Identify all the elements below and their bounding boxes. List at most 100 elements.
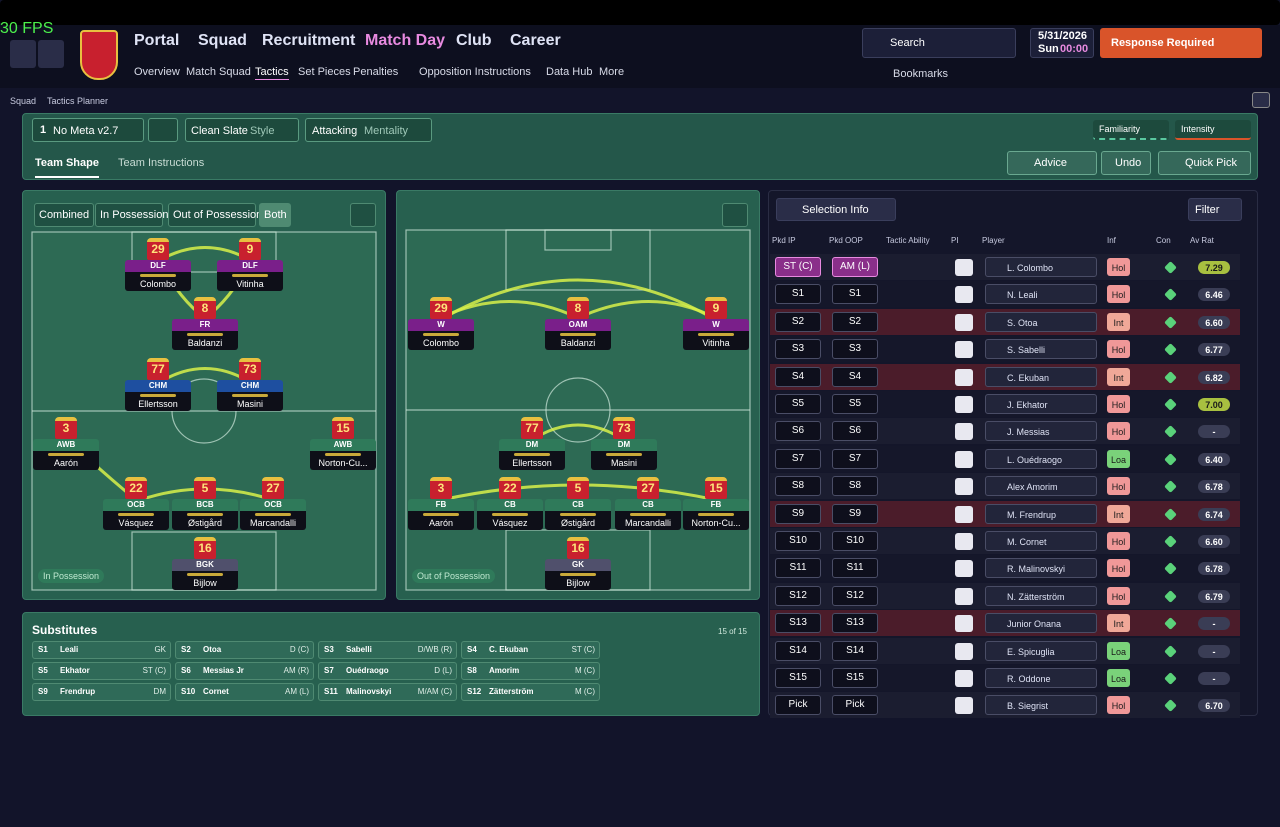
player-name[interactable]: Ellertsson bbox=[512, 458, 552, 468]
search-button[interactable]: Search bbox=[890, 37, 925, 49]
player-name[interactable]: Ellertsson bbox=[138, 399, 178, 409]
pi-button[interactable] bbox=[955, 697, 973, 715]
player-name[interactable]: Vásquez bbox=[118, 518, 154, 528]
player-select[interactable] bbox=[985, 448, 1097, 469]
phase-tab[interactable] bbox=[259, 203, 291, 227]
nav-item[interactable]: Match Day bbox=[365, 32, 446, 49]
nav-item[interactable]: Club bbox=[456, 32, 492, 49]
player-name[interactable]: Bijlow bbox=[566, 578, 590, 588]
position-box[interactable] bbox=[832, 640, 878, 661]
position-box[interactable] bbox=[832, 476, 878, 497]
player-name[interactable]: Colombo bbox=[139, 279, 177, 289]
subnav-item[interactable]: Opposition Instructions bbox=[419, 66, 531, 78]
position-box[interactable] bbox=[775, 311, 821, 332]
position-box[interactable] bbox=[775, 448, 821, 469]
position-box[interactable] bbox=[832, 695, 878, 716]
player-select[interactable] bbox=[985, 339, 1097, 360]
position-box[interactable] bbox=[775, 531, 821, 551]
substitute-slot[interactable] bbox=[175, 641, 314, 659]
position-box[interactable] bbox=[775, 476, 821, 497]
position-box[interactable] bbox=[832, 366, 878, 387]
subnav-item[interactable]: Data Hub bbox=[546, 66, 593, 78]
player-select[interactable] bbox=[985, 668, 1097, 688]
position-box[interactable] bbox=[775, 668, 821, 688]
position-box[interactable] bbox=[832, 613, 878, 634]
pi-button[interactable] bbox=[955, 313, 973, 331]
player-name[interactable]: Aarón bbox=[428, 518, 454, 528]
subnav-item[interactable]: Tactics bbox=[255, 66, 289, 80]
pi-button[interactable] bbox=[955, 505, 973, 523]
position-box[interactable] bbox=[832, 257, 878, 277]
bookmarks[interactable]: Bookmarks bbox=[893, 68, 949, 80]
substitute-slot[interactable] bbox=[175, 662, 314, 680]
player-select[interactable] bbox=[985, 640, 1097, 661]
position-box[interactable] bbox=[775, 695, 821, 716]
pi-button[interactable] bbox=[955, 368, 973, 386]
nav-item[interactable]: Career bbox=[510, 32, 561, 49]
pi-button[interactable] bbox=[955, 533, 973, 550]
position-box[interactable] bbox=[775, 503, 821, 524]
position-box[interactable] bbox=[832, 339, 878, 360]
player-select[interactable] bbox=[985, 695, 1097, 716]
button[interactable] bbox=[1101, 151, 1151, 175]
player-name[interactable]: Baldanzi bbox=[560, 338, 596, 348]
style-select[interactable] bbox=[185, 118, 299, 142]
player-name[interactable]: Vitinha bbox=[702, 338, 730, 348]
player-select[interactable] bbox=[985, 257, 1097, 277]
nav-item[interactable]: Portal bbox=[134, 32, 180, 49]
position-box[interactable] bbox=[775, 613, 821, 634]
substitute-slot[interactable] bbox=[318, 662, 457, 680]
player-select[interactable] bbox=[985, 421, 1097, 442]
player-name[interactable]: Masini bbox=[610, 458, 637, 468]
player-select[interactable] bbox=[985, 531, 1097, 551]
position-box[interactable] bbox=[832, 311, 878, 332]
player-name[interactable]: Bijlow bbox=[193, 578, 217, 588]
position-box[interactable] bbox=[775, 421, 821, 442]
subnav-item[interactable]: Match Squad bbox=[186, 66, 251, 78]
player-select[interactable] bbox=[985, 476, 1097, 497]
player-name[interactable]: Marcandalli bbox=[249, 518, 297, 528]
position-box[interactable] bbox=[775, 366, 821, 387]
substitute-slot[interactable] bbox=[318, 641, 457, 659]
subnav-item[interactable]: Penalties bbox=[353, 66, 399, 78]
position-box[interactable] bbox=[832, 585, 878, 606]
position-box[interactable] bbox=[832, 668, 878, 688]
position-box[interactable] bbox=[775, 284, 821, 305]
pi-button[interactable] bbox=[955, 423, 973, 441]
player-select[interactable] bbox=[985, 394, 1097, 414]
position-box[interactable] bbox=[775, 339, 821, 360]
subnav-item[interactable]: Set Pieces bbox=[298, 66, 351, 78]
player-name[interactable]: Masini bbox=[236, 399, 263, 409]
phase-tab[interactable] bbox=[95, 203, 163, 227]
forward-button[interactable] bbox=[38, 40, 64, 68]
player-name[interactable]: Aarón bbox=[53, 458, 79, 468]
pi-button[interactable] bbox=[955, 670, 973, 687]
nav-item[interactable]: Recruitment bbox=[262, 32, 356, 49]
position-box[interactable] bbox=[775, 257, 821, 277]
subnav-item[interactable]: More bbox=[599, 66, 625, 78]
button[interactable] bbox=[1007, 151, 1097, 175]
icon-button[interactable] bbox=[350, 203, 376, 227]
phase-tab[interactable] bbox=[168, 203, 256, 227]
substitute-slot[interactable] bbox=[32, 683, 171, 701]
player-name[interactable]: Norton-Cu... bbox=[691, 518, 741, 528]
filter-button[interactable] bbox=[1188, 198, 1242, 221]
alert-button[interactable] bbox=[1100, 28, 1262, 58]
substitute-slot[interactable] bbox=[461, 641, 600, 659]
player-name[interactable]: Østigård bbox=[560, 518, 595, 528]
position-box[interactable] bbox=[775, 558, 821, 579]
breadcrumb[interactable]: Squad bbox=[10, 96, 37, 106]
pi-button[interactable] bbox=[955, 286, 973, 304]
player-select[interactable] bbox=[985, 284, 1097, 305]
pi-button[interactable] bbox=[955, 560, 973, 578]
tab[interactable]: Team Instructions bbox=[118, 157, 205, 169]
player-name[interactable]: Vásquez bbox=[492, 518, 528, 528]
pi-button[interactable] bbox=[955, 259, 973, 276]
add-tactic-button[interactable] bbox=[148, 118, 178, 142]
substitute-slot[interactable] bbox=[461, 662, 600, 680]
selection-info-button[interactable] bbox=[776, 198, 896, 221]
substitute-slot[interactable] bbox=[32, 662, 171, 680]
pi-button[interactable] bbox=[955, 587, 973, 605]
player-select[interactable] bbox=[985, 503, 1097, 524]
pi-button[interactable] bbox=[955, 396, 973, 413]
